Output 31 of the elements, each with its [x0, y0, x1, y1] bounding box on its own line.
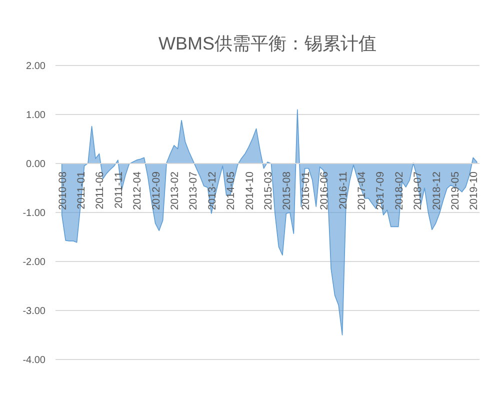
y-tick-label: -2.00	[22, 257, 46, 268]
y-tick-label: 2.00	[26, 61, 46, 72]
x-tick-label: 2011-06	[94, 171, 106, 210]
x-tick-label: 2011-01	[76, 171, 88, 210]
x-tick-label: 2014-10	[244, 171, 256, 210]
x-tick-label: 2018-12	[430, 171, 443, 210]
x-tick-label: 2017-04	[356, 171, 368, 210]
x-tick-label: 2019-05	[449, 171, 462, 210]
x-tick-label: 2016-06	[318, 171, 331, 210]
y-tick-label: 0.00	[26, 159, 46, 170]
x-tick-label: 2010-08	[56, 171, 69, 210]
x-tick-label: 2018-07	[412, 171, 424, 210]
x-tick-label: 2015-08	[281, 171, 294, 210]
x-tick-label: 2019-10	[468, 171, 480, 210]
x-tick-label: 2013-12	[206, 171, 218, 210]
y-tick-label: 1.00	[26, 110, 46, 121]
x-tick-label: 2018-02	[393, 171, 406, 210]
x-tick-label: 2013-07	[188, 171, 200, 210]
x-tick-label: 2016-01	[300, 171, 312, 210]
y-tick-label: -4.00	[22, 355, 46, 366]
y-tick-label: -3.00	[22, 306, 46, 317]
y-tick-label: -1.00	[22, 208, 46, 219]
x-tick-label: 2013-02	[169, 171, 182, 210]
x-tick-label: 2012-09	[150, 171, 162, 210]
x-tick-label: 2011-11	[112, 171, 125, 208]
x-tick-label: 2012-04	[132, 171, 144, 210]
x-tick-label: 2015-03	[262, 171, 274, 210]
x-tick-label: 2017-09	[374, 171, 387, 210]
x-tick-label: 2016-11	[337, 171, 350, 210]
x-tick-label: 2014-05	[225, 171, 238, 210]
chart-title: WBMS供需平衡：锡累计值	[158, 34, 376, 54]
